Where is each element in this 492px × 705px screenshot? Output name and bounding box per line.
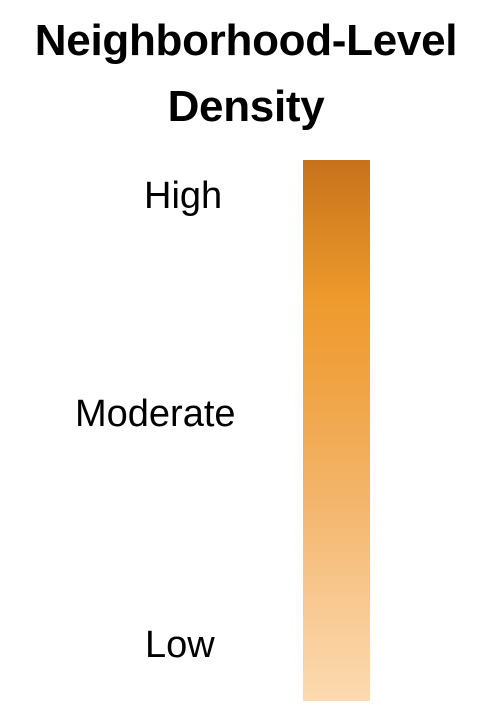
density-color-ramp <box>303 160 370 701</box>
legend-title-line-1: Neighborhood-Level <box>34 16 458 65</box>
scale-label-moderate: Moderate <box>75 393 236 435</box>
legend-title: Neighborhood-Level Density <box>0 8 492 140</box>
scale-label-high: High <box>144 175 223 217</box>
legend-title-line-2: Density <box>167 82 325 131</box>
scale-label-low: Low <box>145 624 215 666</box>
